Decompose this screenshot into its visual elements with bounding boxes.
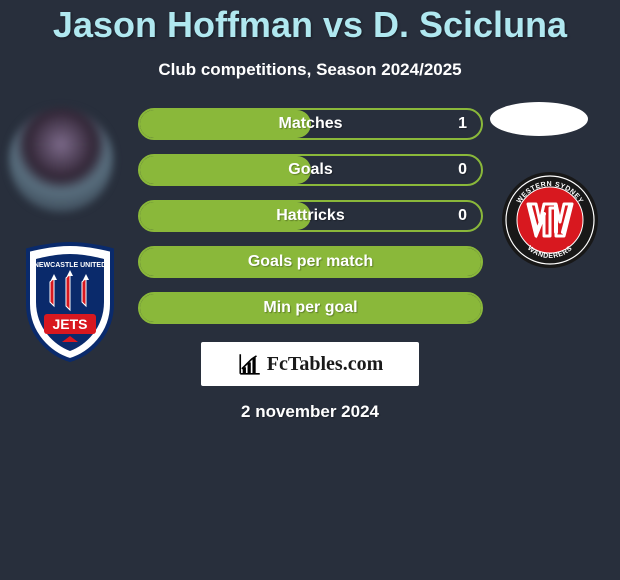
brand-text: FcTables.com — [267, 353, 383, 376]
chart-icon — [237, 351, 263, 377]
stat-bar-goals-per-match: Goals per match — [138, 246, 483, 278]
date-text: 2 november 2024 — [0, 402, 620, 422]
player-pill-right — [490, 102, 588, 136]
stat-bars: Matches 1 Goals 0 Hattricks 0 Goals per … — [138, 108, 483, 324]
subtitle: Club competitions, Season 2024/2025 — [0, 60, 620, 80]
player-photo-left — [9, 108, 113, 212]
club-badge-right: WESTERN SYDNEY WANDERERS — [500, 168, 600, 278]
brand-badge: FcTables.com — [201, 342, 419, 386]
stat-bar-goals: Goals 0 — [138, 154, 483, 186]
stat-bar-matches: Matches 1 — [138, 108, 483, 140]
page-title: Jason Hoffman vs D. Scicluna — [0, 0, 620, 46]
stat-bar-hattricks: Hattricks 0 — [138, 200, 483, 232]
bar-label: Min per goal — [140, 299, 481, 317]
svg-text:NEWCASTLE UNITED: NEWCASTLE UNITED — [34, 262, 106, 269]
bar-label: Hattricks — [140, 207, 481, 225]
bar-label: Goals — [140, 161, 481, 179]
bar-value: 0 — [458, 161, 467, 179]
bar-label: Goals per match — [140, 253, 481, 271]
comparison-content: NEWCASTLE UNITED JETS WESTERN S — [0, 108, 620, 422]
club-badge-left: NEWCASTLE UNITED JETS — [20, 242, 120, 362]
jets-text: JETS — [52, 316, 87, 332]
bar-value: 0 — [458, 207, 467, 225]
stat-bar-min-per-goal: Min per goal — [138, 292, 483, 324]
bar-value: 1 — [458, 115, 467, 133]
bar-label: Matches — [140, 115, 481, 133]
